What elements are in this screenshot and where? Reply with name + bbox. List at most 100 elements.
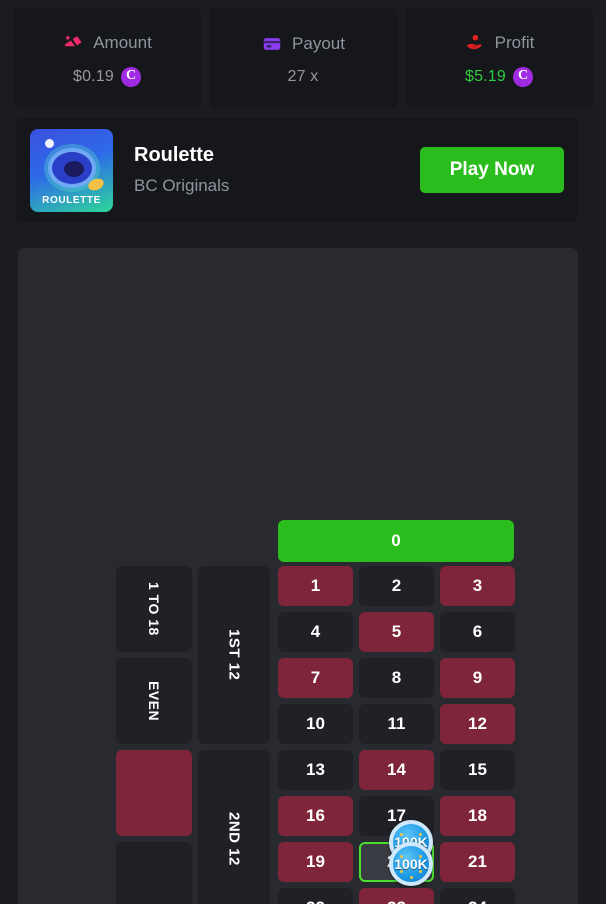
stat-amount-label: Amount — [93, 33, 152, 52]
bet-outside-even[interactable]: EVEN — [116, 658, 192, 744]
hand-coin-icon — [466, 35, 482, 50]
bet-outside-1-to-18[interactable]: 1 TO 18 — [116, 566, 192, 652]
bet-cell-label: 9 — [472, 668, 483, 687]
bet-cell-label: 8 — [391, 668, 402, 687]
chip-dot-icon — [410, 854, 413, 857]
bet-stats-strip: Amount $0.19 C Payout 27 x — [0, 8, 606, 108]
stat-amount: Amount $0.19 C — [13, 8, 201, 108]
bet-cell-label: 23 — [387, 898, 406, 904]
bet-cell-7[interactable]: 7 — [278, 658, 353, 698]
bet-cell-5[interactable]: 5 — [359, 612, 434, 652]
bet-cell-label: 22 — [306, 898, 325, 904]
bet-dozen-label: 2ND 12 — [225, 812, 243, 866]
chip-dot-icon — [410, 876, 413, 879]
number-grid: 1 2 3 4 5 6 7 8 9 10 11 12 13 14 15 16 17 18 19 20 100K 100K 2… — [278, 566, 515, 904]
stat-payout-value-row: 27 x — [287, 68, 318, 86]
bet-cell-label: 24 — [468, 898, 487, 904]
bet-cell-10[interactable]: 10 — [278, 704, 353, 744]
bet-cell-label: 1 — [310, 576, 321, 595]
stat-profit: Profit $5.19 C — [405, 8, 593, 108]
stat-payout-label: Payout — [292, 34, 345, 53]
bet-cell-label: 12 — [468, 714, 487, 733]
bet-cell-label: 2 — [391, 576, 402, 595]
bet-outside-label: 1 TO 18 — [146, 582, 162, 636]
bet-cell-22[interactable]: 22 — [278, 888, 353, 904]
stat-profit-value-row: $5.19 C — [464, 67, 534, 87]
bet-cell-4[interactable]: 4 — [278, 612, 353, 652]
bet-cell-label: 17 — [387, 806, 406, 825]
stat-amount-value-row: $0.19 C — [72, 67, 142, 87]
bet-cell-label: 19 — [306, 852, 325, 871]
bet-cell-label: 15 — [468, 760, 487, 779]
bet-cell-18[interactable]: 18 — [440, 796, 515, 836]
bet-cell-14[interactable]: 14 — [359, 750, 434, 790]
bet-cell-label: 16 — [306, 806, 325, 825]
bet-cell-label: 11 — [387, 714, 406, 733]
ball-icon — [45, 138, 54, 148]
outside-bets-column: 1 TO 18EVENODD19 TO 36 — [116, 566, 192, 904]
card-icon — [263, 38, 281, 50]
stat-profit-header: Profit — [464, 33, 535, 53]
stat-payout-header: Payout — [261, 34, 345, 54]
bet-cell-17[interactable]: 17 — [359, 796, 434, 836]
bet-cell-13[interactable]: 13 — [278, 750, 353, 790]
bet-cell-label: 10 — [306, 714, 325, 733]
bet-cell-9[interactable]: 9 — [440, 658, 515, 698]
bet-outside-red[interactable] — [116, 750, 192, 836]
bet-cell-19[interactable]: 19 — [278, 842, 353, 882]
bet-cell-21[interactable]: 21 — [440, 842, 515, 882]
bet-cell-12[interactable]: 12 — [440, 704, 515, 744]
bet-cell-label: 4 — [310, 622, 321, 641]
bet-cell-3[interactable]: 3 — [440, 566, 515, 606]
chip-dot-icon — [419, 848, 422, 851]
game-meta: Roulette BC Originals — [134, 144, 229, 196]
play-now-button[interactable]: Play Now — [420, 147, 564, 193]
bet-cell-24[interactable]: 24 — [440, 888, 515, 904]
bet-cell-label: 14 — [387, 760, 406, 779]
bet-dozen-label: 1ST 12 — [225, 629, 243, 681]
bet-cell-11[interactable]: 11 — [359, 704, 434, 744]
bet-cell-2[interactable]: 2 — [359, 566, 434, 606]
bet-cell-0[interactable]: 0 — [278, 520, 514, 562]
stat-profit-label: Profit — [494, 33, 535, 52]
bet-cell-label: 20 — [387, 852, 406, 871]
stat-payout: Payout 27 x — [209, 8, 397, 108]
bet-cell-label: 6 — [472, 622, 483, 641]
bet-dozen-2nd-12[interactable]: 2ND 12 — [198, 750, 270, 904]
bet-cell-label: 21 — [468, 852, 487, 871]
bet-outside-label: EVEN — [146, 680, 162, 722]
stat-amount-header: Amount — [62, 33, 152, 53]
game-provider: BC Originals — [134, 176, 230, 195]
bet-cell-20[interactable]: 20 100K 100K — [359, 820, 434, 886]
game-promo-card[interactable]: ROULETTE Roulette BC Originals Play Now — [16, 118, 578, 222]
chip-dot-icon — [419, 855, 422, 858]
chip-dot-icon — [400, 848, 403, 851]
bet-cell-label: 3 — [472, 576, 483, 595]
dice-icon — [65, 35, 82, 47]
game-thumbnail-label: ROULETTE — [42, 194, 101, 206]
stat-amount-value: $0.19 — [72, 68, 115, 85]
game-thumbnail: ROULETTE — [30, 128, 113, 212]
bet-cell-label: 7 — [310, 668, 321, 687]
bet-dozen-1st-12[interactable]: 1ST 12 — [198, 566, 270, 744]
bet-cell-8[interactable]: 8 — [359, 658, 434, 698]
bet-cell-1[interactable]: 1 — [278, 566, 353, 606]
bet-cell-6[interactable]: 6 — [440, 612, 515, 652]
bet-cell-16[interactable]: 16 — [278, 796, 353, 836]
stat-profit-value: $5.19 — [464, 68, 507, 85]
bet-cell-23[interactable]: 23 — [359, 888, 434, 904]
bet-cell-label: 5 — [391, 622, 402, 641]
bet-cell-label: 13 — [306, 760, 325, 779]
bet-cell-15[interactable]: 15 — [440, 750, 515, 790]
currency-coin-icon: C — [121, 67, 142, 87]
chip-dot-icon — [419, 870, 422, 873]
bet-outside-black[interactable] — [116, 842, 192, 904]
roulette-wheel-icon — [48, 147, 96, 188]
game-title: Roulette — [134, 144, 214, 166]
bet-cell-label: 18 — [468, 806, 487, 825]
stat-payout-value: 27 x — [287, 68, 319, 85]
currency-coin-icon: C — [513, 67, 534, 87]
